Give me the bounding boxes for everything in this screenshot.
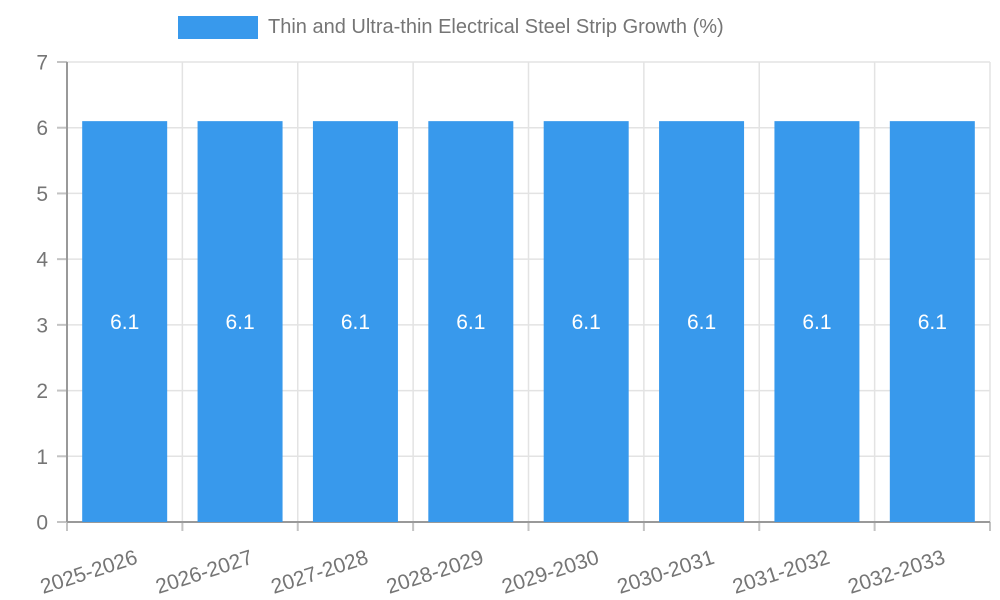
bar[interactable] [197, 121, 283, 523]
bar-value-label: 6.1 [572, 311, 601, 334]
bar-value-label: 6.1 [687, 311, 716, 334]
y-tick-label: 2 [36, 380, 48, 403]
x-tick-label: 2030-2031 [614, 546, 717, 599]
chart-legend[interactable]: Thin and Ultra-thin Electrical Steel Str… [178, 16, 724, 39]
bar[interactable] [543, 121, 629, 523]
bar[interactable] [82, 121, 168, 523]
x-tick-label: 2027-2028 [268, 546, 371, 599]
x-tick-label: 2032-2033 [845, 546, 948, 599]
legend-swatch[interactable] [178, 16, 258, 39]
x-tick-label: 2025-2026 [38, 546, 141, 599]
bar-value-label: 6.1 [918, 311, 947, 334]
y-tick-label: 5 [36, 183, 48, 206]
y-tick-label: 0 [36, 512, 48, 535]
x-tick-label: 2028-2029 [384, 546, 487, 599]
bar[interactable] [774, 121, 860, 523]
x-tick-label: 2031-2032 [730, 546, 833, 599]
y-tick-label: 7 [36, 52, 48, 75]
x-tick-label: 2029-2030 [499, 546, 602, 599]
bar-value-label: 6.1 [802, 311, 831, 334]
bar-value-label: 6.1 [225, 311, 254, 334]
bar[interactable] [659, 121, 745, 523]
bar-value-label: 6.1 [341, 311, 370, 334]
y-tick-label: 1 [36, 446, 48, 469]
bar[interactable] [312, 121, 398, 523]
bar[interactable] [889, 121, 975, 523]
x-tick-label: 2026-2027 [153, 546, 256, 599]
bar[interactable] [428, 121, 514, 523]
y-tick-label: 6 [36, 117, 48, 140]
bar-value-label: 6.1 [456, 311, 485, 334]
y-tick-label: 4 [36, 249, 48, 272]
bar-value-label: 6.1 [110, 311, 139, 334]
legend-label[interactable]: Thin and Ultra-thin Electrical Steel Str… [268, 16, 724, 38]
y-tick-label: 3 [36, 314, 48, 337]
